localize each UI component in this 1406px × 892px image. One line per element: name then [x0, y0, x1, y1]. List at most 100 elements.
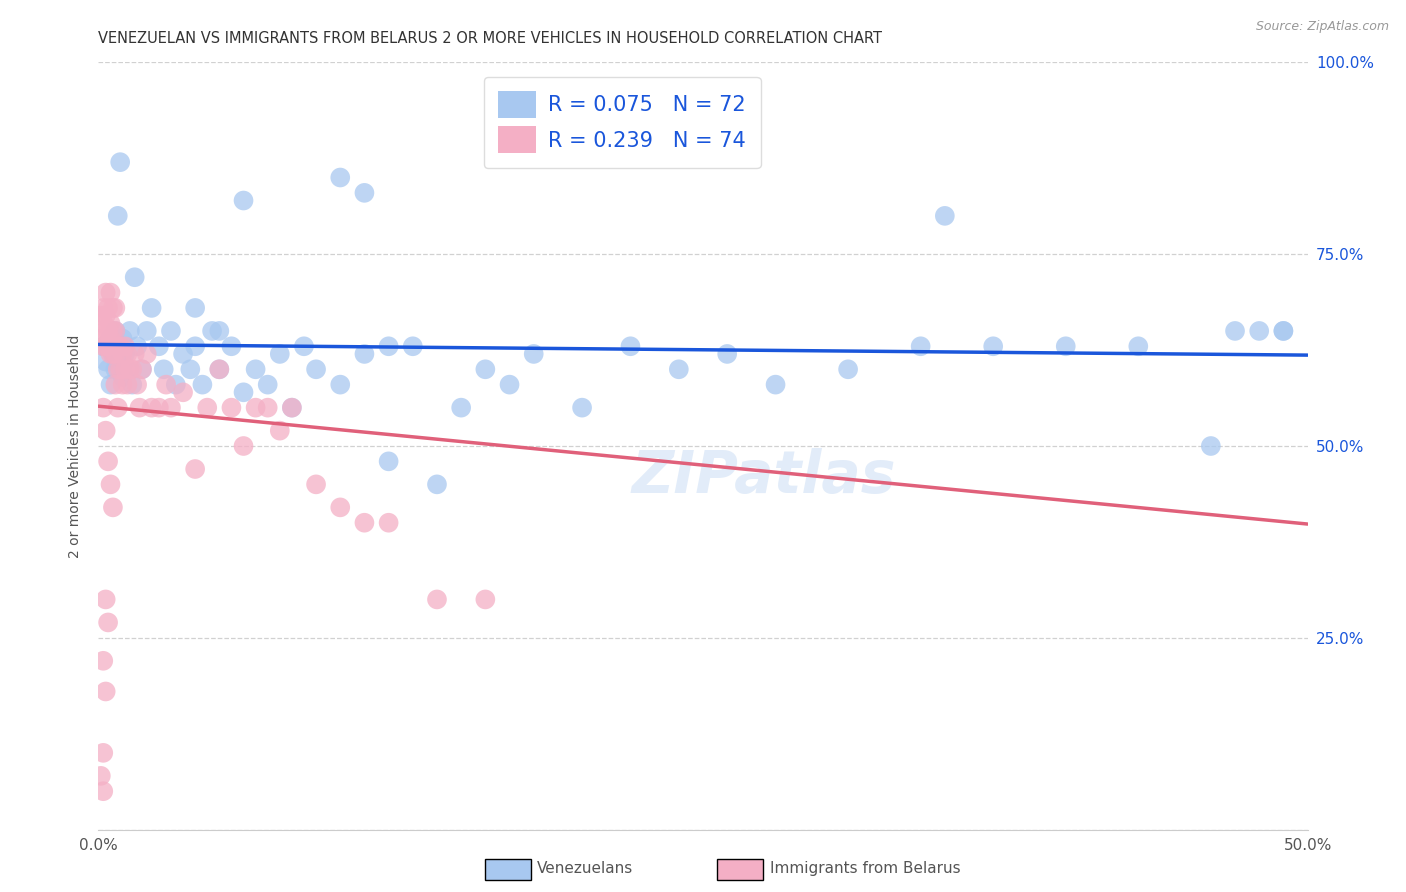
Point	[104, 324, 127, 338]
Legend: R = 0.075   N = 72, R = 0.239   N = 74: R = 0.075 N = 72, R = 0.239 N = 74	[484, 77, 761, 168]
Point	[101, 347, 124, 361]
Point	[90, 332, 112, 346]
Point	[377, 516, 399, 530]
Point	[97, 301, 120, 315]
Point	[135, 347, 157, 361]
Point	[94, 592, 117, 607]
Point	[111, 332, 134, 346]
Point	[108, 362, 131, 376]
Point	[97, 324, 120, 338]
Point	[131, 362, 153, 376]
Point	[108, 155, 131, 169]
Point	[256, 401, 278, 415]
Text: Venezuelans: Venezuelans	[537, 862, 633, 876]
Y-axis label: 2 or more Vehicles in Household: 2 or more Vehicles in Household	[69, 334, 83, 558]
Point	[474, 592, 496, 607]
Text: Source: ZipAtlas.com: Source: ZipAtlas.com	[1256, 20, 1389, 33]
Point	[101, 324, 124, 338]
Point	[101, 347, 124, 361]
Point	[377, 339, 399, 353]
Point	[195, 401, 218, 415]
Point	[208, 362, 231, 376]
Point	[91, 401, 114, 415]
Point	[245, 362, 267, 376]
Point	[184, 301, 207, 315]
Point	[100, 285, 122, 300]
Point	[1272, 324, 1295, 338]
Point	[1199, 439, 1222, 453]
Point	[1054, 339, 1077, 353]
Point	[232, 385, 254, 400]
Text: Immigrants from Belarus: Immigrants from Belarus	[770, 862, 962, 876]
Point	[837, 362, 859, 376]
Point	[141, 401, 163, 415]
Point	[90, 309, 112, 323]
Point	[94, 424, 117, 438]
Point	[232, 194, 254, 208]
Point	[118, 362, 141, 376]
Point	[128, 401, 150, 415]
Point	[148, 339, 170, 353]
Point	[353, 516, 375, 530]
Point	[184, 339, 207, 353]
Point	[353, 347, 375, 361]
Point	[100, 347, 122, 361]
Point	[104, 324, 127, 338]
Point	[104, 377, 127, 392]
Point	[165, 377, 187, 392]
Point	[353, 186, 375, 200]
Point	[124, 270, 146, 285]
Point	[97, 362, 120, 376]
Point	[498, 377, 520, 392]
Point	[934, 209, 956, 223]
Point	[121, 377, 143, 392]
Point	[910, 339, 932, 353]
Point	[124, 347, 146, 361]
Point	[281, 401, 304, 415]
Point	[256, 377, 278, 392]
Point	[101, 301, 124, 315]
Point	[104, 347, 127, 361]
Point	[571, 401, 593, 415]
Point	[91, 301, 114, 315]
Point	[100, 332, 122, 346]
Point	[131, 362, 153, 376]
Point	[97, 454, 120, 468]
Point	[232, 439, 254, 453]
Point	[716, 347, 738, 361]
Point	[765, 377, 787, 392]
Point	[305, 362, 328, 376]
Point	[1249, 324, 1271, 338]
Point	[107, 209, 129, 223]
Point	[117, 347, 139, 361]
Point	[329, 500, 352, 515]
Point	[474, 362, 496, 376]
Point	[305, 477, 328, 491]
Point	[221, 401, 243, 415]
Point	[619, 339, 641, 353]
Point	[269, 347, 291, 361]
Point	[184, 462, 207, 476]
Point	[329, 377, 352, 392]
Point	[94, 324, 117, 338]
Point	[172, 385, 194, 400]
Text: VENEZUELAN VS IMMIGRANTS FROM BELARUS 2 OR MORE VEHICLES IN HOUSEHOLD CORRELATIO: VENEZUELAN VS IMMIGRANTS FROM BELARUS 2 …	[98, 31, 883, 46]
Point	[292, 339, 315, 353]
Point	[148, 401, 170, 415]
Point	[114, 347, 136, 361]
Point	[90, 769, 112, 783]
Point	[111, 347, 134, 361]
Point	[107, 354, 129, 368]
Point	[135, 324, 157, 338]
Point	[1223, 324, 1246, 338]
Point	[117, 362, 139, 376]
Point	[152, 362, 174, 376]
Point	[94, 309, 117, 323]
Point	[107, 362, 129, 376]
Point	[114, 362, 136, 376]
Point	[426, 477, 449, 491]
Point	[201, 324, 224, 338]
Point	[127, 377, 149, 392]
Point	[101, 500, 124, 515]
Point	[94, 339, 117, 353]
